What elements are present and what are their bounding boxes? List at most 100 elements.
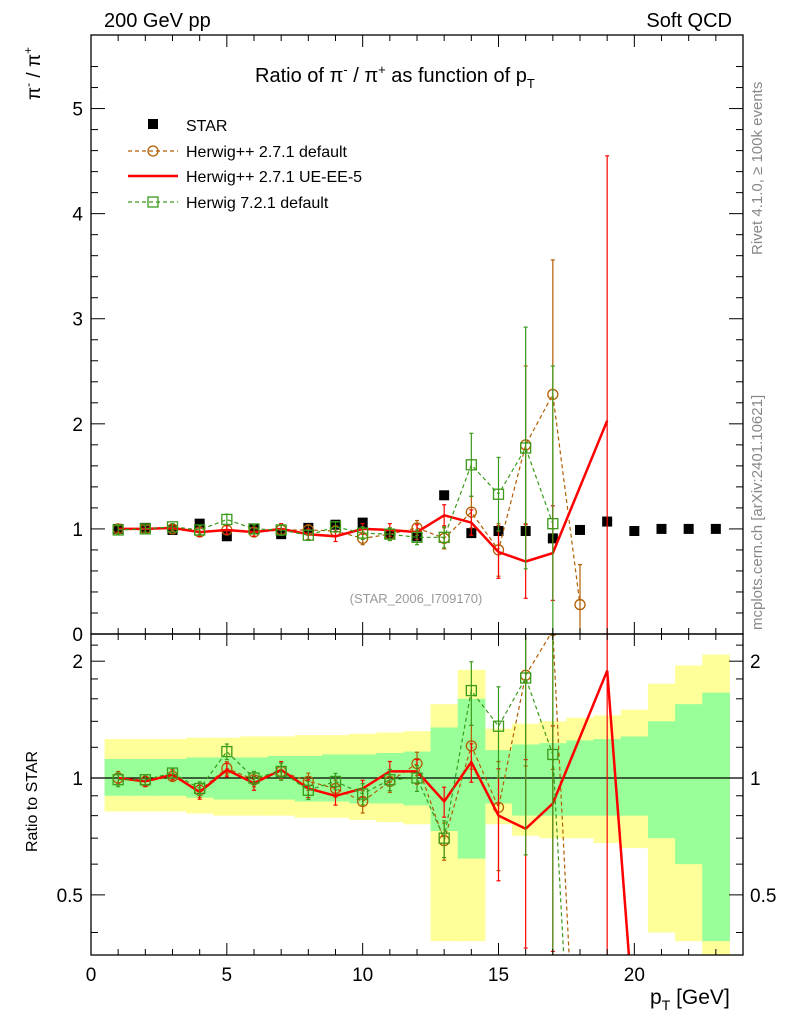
- marker-herwig7: [384, 528, 396, 540]
- ratio-marker-herwig7: [302, 784, 314, 796]
- ylabel-num: π: [24, 87, 45, 100]
- line-herwig7: [118, 446, 554, 538]
- watermark: (STAR_2006_I709170): [350, 591, 483, 606]
- marker-star: [683, 523, 694, 534]
- side-label-mcplots: mcplots.cern.ch [arXiv:2401.10621]: [749, 395, 766, 630]
- ratio-y-label: Ratio to STAR: [24, 751, 41, 852]
- marker-star: [194, 518, 205, 529]
- marker-herwig7: [112, 524, 124, 536]
- ratio-marker-herwig7: [275, 765, 287, 778]
- marker-herwig7: [465, 459, 477, 471]
- y-tick-label-main: 4: [72, 205, 83, 226]
- ratio-marker-herwig7: [384, 774, 396, 786]
- legend: STAR Herwig++ 2.7.1 default Herwig++ 2.7…: [128, 118, 362, 212]
- x-tick-label: 15: [488, 965, 509, 986]
- marker-herwig7: [275, 524, 287, 536]
- title-slash: /: [348, 65, 365, 87]
- x-tick-label: 10: [352, 965, 373, 986]
- marker-herwig7: [492, 488, 505, 500]
- marker-star: [629, 526, 640, 537]
- x-tick-label: 5: [222, 965, 233, 986]
- y-tick-label-main: 3: [72, 310, 83, 331]
- title-num: π: [329, 65, 343, 87]
- ratio-marker-herwig7: [357, 788, 369, 800]
- y-tick-label-main: 1: [72, 520, 83, 541]
- legend-marker-herwigpp-default: [147, 145, 159, 157]
- line-herwigpp-default: [118, 392, 581, 605]
- ratio-marker-herwig7: [329, 775, 342, 788]
- y-tick-label-ratio-right: 1: [750, 769, 761, 790]
- ratio-marker-herwig7: [112, 774, 124, 786]
- y-tick-label-main: 0: [72, 625, 83, 646]
- ratio-marker-herwig7: [547, 748, 559, 761]
- marker-herwig7: [411, 531, 423, 543]
- side-label-rivet: Rivet 4.1.0, ≥ 100k events: [749, 82, 766, 255]
- ratio-panel: 0 5 10 15 20 0.5 0.5 1 1 2 2 Ratio to STAR pT [GeV…: [24, 633, 776, 1013]
- marker-herwig7: [166, 521, 179, 533]
- x-tick-label: 0: [86, 965, 97, 986]
- x-axis-label: pT [GeV]: [650, 986, 730, 1013]
- marker-star: [575, 524, 585, 535]
- ratio-marker-herwig7: [411, 772, 423, 784]
- marker-herwig7: [438, 531, 450, 543]
- title-num-sup: -: [343, 62, 347, 77]
- legend-label-herwigpp-default: Herwig++ 2.7.1 default: [186, 144, 348, 161]
- band-inner-bin: [647, 721, 676, 839]
- ylabel-den-sup: +: [21, 47, 35, 54]
- header-left: 200 GeV pp: [104, 10, 211, 32]
- band-inner-bin: [620, 736, 649, 816]
- marker-star: [439, 490, 450, 501]
- x-tick-label: 20: [624, 965, 645, 986]
- ratio-marker-herwig7: [465, 684, 477, 697]
- ratio-line-herwig7: [118, 676, 565, 955]
- marker-star: [656, 523, 667, 534]
- ratio-panel-data: [91, 634, 743, 955]
- ratio-marker-herwig7: [248, 772, 260, 784]
- ratio-marker-herwig7: [438, 832, 450, 844]
- ylabel-num-sup: -: [21, 83, 35, 87]
- legend-label-herwigpp-ueee5: Herwig++ 2.7.1 UE-EE-5: [186, 169, 362, 186]
- marker-herwig7: [221, 513, 233, 526]
- y-tick-label-ratio: 1: [72, 769, 83, 790]
- marker-herwigpp-default: [574, 598, 586, 611]
- ratio-marker-herwig7: [492, 720, 505, 732]
- marker-herwig7: [520, 442, 532, 454]
- marker-herwig7: [248, 523, 260, 535]
- title-den: π: [364, 65, 378, 87]
- y-tick-label-ratio: 2: [72, 652, 83, 673]
- title-suffix-sub: T: [527, 76, 535, 91]
- ratio-marker-herwig7: [520, 672, 532, 684]
- ratio-marker-herwig7: [166, 767, 179, 779]
- xlabel-unit: [GeV]: [670, 986, 730, 1009]
- y-tick-label-ratio: 0.5: [57, 886, 83, 907]
- ratio-panel-ticks: 0 5 10 15 20 0.5 0.5 1 1 2 2: [57, 634, 776, 986]
- legend-label-herwig7: Herwig 7.2.1 default: [186, 195, 329, 212]
- ratio-marker-herwig7: [139, 774, 151, 786]
- legend-label-star: STAR: [186, 118, 227, 135]
- ylabel-slash: /: [24, 67, 45, 83]
- marker-herwig7: [302, 529, 314, 541]
- marker-herwig7: [194, 524, 206, 536]
- y-tick-label-main: 5: [72, 100, 83, 121]
- y-tick-label-main: 2: [72, 415, 83, 436]
- legend-marker-star: [148, 119, 158, 129]
- band-inner-bin: [675, 704, 703, 865]
- y-tick-label-ratio-right: 0.5: [750, 886, 776, 907]
- ratio-marker-herwig7: [194, 782, 206, 795]
- marker-herwig7: [357, 527, 369, 539]
- marker-herwig7: [547, 518, 559, 530]
- marker-star: [221, 531, 232, 542]
- marker-herwig7: [329, 521, 342, 533]
- ylabel-den: π: [24, 54, 45, 67]
- main-y-label: π- / π+: [21, 47, 45, 100]
- xlabel-main: p: [650, 986, 662, 1009]
- xlabel-sub: T: [662, 997, 671, 1013]
- title-prefix: Ratio of: [255, 65, 329, 87]
- ratio-marker-herwig7: [221, 745, 233, 758]
- marker-herwig7: [139, 523, 151, 535]
- header-right: Soft QCD: [646, 10, 732, 32]
- marker-star: [357, 517, 368, 528]
- marker-star: [710, 523, 721, 534]
- band-inner-bin: [702, 692, 730, 942]
